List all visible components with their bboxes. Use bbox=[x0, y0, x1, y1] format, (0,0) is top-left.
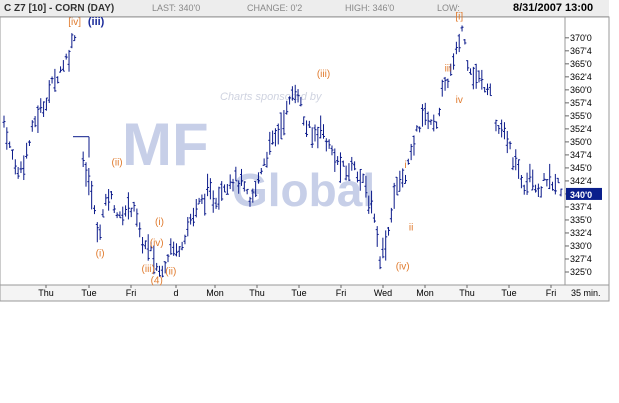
wave-label: (iv) bbox=[150, 238, 164, 249]
x-tick-label: Mon bbox=[206, 288, 224, 298]
y-tick-label: 335'0 bbox=[570, 215, 592, 225]
x-tick-label: Wed bbox=[374, 288, 392, 298]
y-tick-label: 362'4 bbox=[570, 72, 592, 82]
high-text: HIGH: 346'0 bbox=[345, 3, 395, 13]
last-price-text: LAST: 340'0 bbox=[152, 3, 201, 13]
wave-label: (ii) bbox=[112, 157, 123, 168]
y-tick-label: 327'4 bbox=[570, 254, 592, 264]
y-tick-label: 325'0 bbox=[570, 267, 592, 277]
low-text: LOW: bbox=[437, 3, 460, 13]
x-tick-label: Fri bbox=[126, 288, 137, 298]
y-tick-label: 352'4 bbox=[570, 124, 592, 134]
y-tick-label: 347'4 bbox=[570, 150, 592, 160]
last-price-box bbox=[566, 187, 602, 200]
y-tick-label: 370'0 bbox=[570, 33, 592, 43]
wave-label: (ii) bbox=[165, 267, 176, 278]
wave-label: (iii) bbox=[88, 16, 105, 28]
wave-label: (iii) bbox=[317, 69, 330, 80]
wave-label: (iv) bbox=[396, 261, 410, 272]
watermark-logo-mf: MF bbox=[122, 111, 209, 178]
wave-label: (iii) bbox=[142, 264, 155, 275]
x-tick-label: Tue bbox=[81, 288, 96, 298]
wave-label: iii bbox=[445, 64, 452, 75]
change-text: CHANGE: 0'2 bbox=[247, 3, 303, 13]
x-tick-label: Fri bbox=[546, 288, 557, 298]
wave-label: [iv] bbox=[68, 17, 81, 28]
x-tick-label: Tue bbox=[501, 288, 516, 298]
wave-label: i bbox=[404, 160, 406, 171]
y-tick-label: 357'4 bbox=[570, 98, 592, 108]
x-tick-label: d bbox=[173, 288, 178, 298]
plot-area bbox=[0, 16, 566, 286]
wave-label: (4) bbox=[151, 275, 163, 286]
datetime-text: 8/31/2007 13:00 bbox=[513, 2, 594, 14]
y-tick-label: 355'0 bbox=[570, 111, 592, 121]
y-tick-label: 360'0 bbox=[570, 85, 592, 95]
interval-label: 35 min. bbox=[571, 288, 601, 298]
wave-label: ii bbox=[409, 222, 413, 233]
x-tick-label: Fri bbox=[336, 288, 347, 298]
last-price-label: 340'0 bbox=[570, 190, 592, 200]
wave-label: (i) bbox=[96, 248, 105, 259]
chart-header: C Z7 [10] - CORN (DAY) LAST: 340'0 CHANG… bbox=[0, 0, 609, 17]
y-tick-label: 330'0 bbox=[570, 241, 592, 251]
y-tick-label: 350'0 bbox=[570, 137, 592, 147]
x-tick-label: Thu bbox=[38, 288, 54, 298]
wave-label: [i] bbox=[455, 12, 463, 23]
y-tick-label: 367'4 bbox=[570, 46, 592, 56]
y-tick-label: 332'4 bbox=[570, 228, 592, 238]
wave-label: iv bbox=[456, 95, 463, 106]
y-tick-label: 365'0 bbox=[570, 59, 592, 69]
y-tick-label: 342'4 bbox=[570, 176, 592, 186]
x-tick-label: Tue bbox=[291, 288, 306, 298]
wave-label: (i) bbox=[155, 217, 164, 228]
x-tick-label: Mon bbox=[416, 288, 434, 298]
x-tick-label: Thu bbox=[459, 288, 475, 298]
watermark-logo-global: Global bbox=[232, 164, 375, 216]
symbol-label: C Z7 [10] - CORN (DAY) bbox=[4, 3, 115, 14]
y-tick-label: 337'4 bbox=[570, 202, 592, 212]
watermark-sponsor-text: Charts sponsored by bbox=[220, 91, 323, 103]
price-axis-panel bbox=[564, 16, 610, 286]
y-tick-label: 345'0 bbox=[570, 163, 592, 173]
time-axis-panel bbox=[0, 284, 610, 302]
x-tick-label: Thu bbox=[249, 288, 265, 298]
